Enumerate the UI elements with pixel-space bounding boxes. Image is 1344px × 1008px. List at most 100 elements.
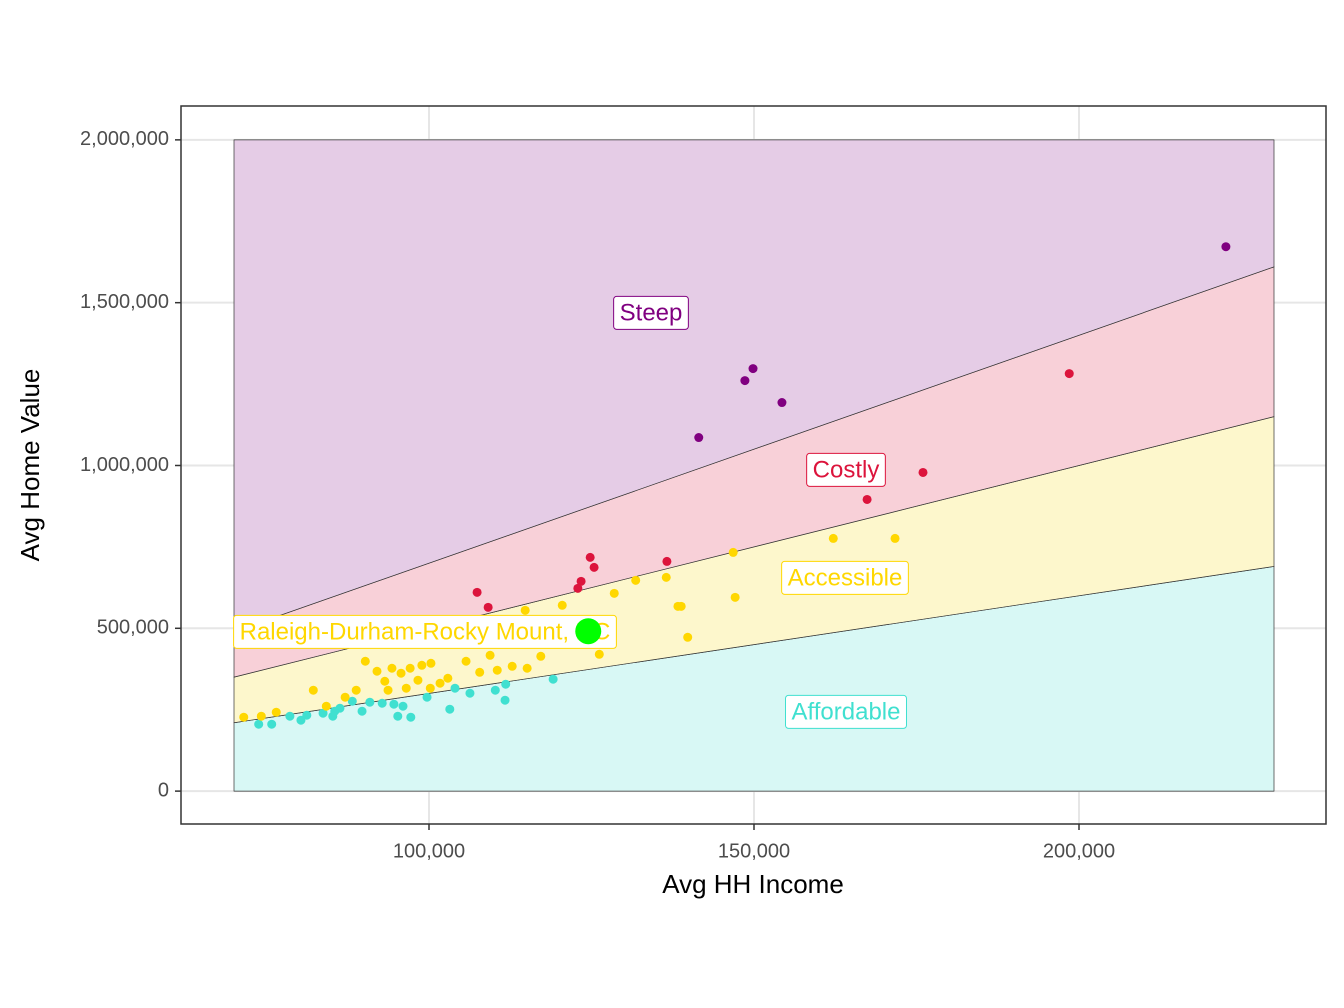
band-label-box: [781, 560, 909, 595]
point: [425, 683, 435, 693]
point: [507, 661, 517, 671]
point: [239, 712, 249, 722]
point: [777, 398, 787, 408]
point: [396, 668, 406, 678]
point: [828, 533, 838, 543]
point: [360, 656, 370, 666]
point: [548, 674, 558, 684]
point: [662, 556, 672, 566]
point: [522, 663, 532, 673]
y-tick-label: 1,000,000: [80, 454, 169, 476]
point: [330, 706, 340, 716]
point: [413, 675, 423, 685]
point: [271, 707, 281, 717]
point: [673, 601, 683, 611]
point: [398, 701, 408, 711]
bands: [233, 139, 1275, 792]
point: [661, 572, 671, 582]
y-tick-label: 500,000: [97, 617, 169, 639]
point: [401, 683, 411, 693]
point: [302, 710, 312, 720]
point: [1221, 242, 1231, 252]
band-label: Affordable: [792, 698, 901, 725]
band-label-box: [785, 694, 907, 729]
point: [445, 704, 455, 714]
point: [1064, 369, 1074, 379]
point: [609, 588, 619, 598]
point: [501, 679, 511, 689]
highlight-label: Raleigh-Durham-Rocky Mount, NC: [240, 618, 611, 645]
point: [520, 605, 530, 615]
point: [918, 467, 928, 477]
x-tick-label: 100,000: [393, 840, 465, 862]
x-tick-label: 150,000: [718, 840, 790, 862]
point: [365, 697, 375, 707]
point: [296, 715, 306, 725]
point: [461, 656, 471, 666]
point: [380, 676, 390, 686]
point: [450, 683, 460, 693]
x-axis-title: Avg HH Income: [662, 869, 844, 899]
point: [383, 685, 393, 695]
point: [728, 547, 738, 557]
point: [500, 695, 510, 705]
point: [406, 712, 416, 722]
point: [256, 711, 266, 721]
point: [483, 602, 493, 612]
point: [443, 673, 453, 683]
point: [589, 562, 599, 572]
band-label: Costly: [813, 456, 880, 483]
labels: Affordable Accessible Costly Steep Raleigh-D…: [233, 295, 909, 729]
point: [285, 711, 295, 721]
point: [422, 692, 432, 702]
point: [351, 685, 361, 695]
point: [377, 698, 387, 708]
point: [417, 660, 427, 670]
point: [740, 376, 750, 386]
band: [233, 139, 1275, 633]
point: [347, 696, 357, 706]
point: [862, 494, 872, 504]
point: [683, 632, 693, 642]
highlight-point: [575, 618, 602, 645]
point: [393, 711, 403, 721]
point: [318, 708, 328, 718]
point: [435, 678, 445, 688]
y-tick-label: 1,500,000: [80, 291, 169, 313]
point: [372, 666, 382, 676]
y-axis-title: Avg Home Value: [15, 369, 45, 562]
point: [694, 433, 704, 443]
point: [730, 592, 740, 602]
point: [573, 583, 583, 593]
point: [492, 665, 502, 675]
point: [465, 688, 475, 698]
band-label: Accessible: [788, 564, 903, 591]
point: [557, 600, 567, 610]
point: [475, 667, 485, 677]
axes: 100,000 150,000 200,000 0 500,000 1,000,000 1,…: [80, 128, 1115, 862]
point: [890, 533, 900, 543]
x-tick-label: 200,000: [1043, 840, 1115, 862]
point: [389, 699, 399, 709]
point: [308, 685, 318, 695]
point: [321, 701, 331, 711]
point: [631, 575, 641, 585]
band-label-box: [806, 452, 886, 487]
point: [387, 663, 397, 673]
highlight-label-box: [233, 614, 617, 649]
point: [254, 719, 264, 729]
point: [267, 719, 277, 729]
point: [357, 706, 367, 716]
band-label: Steep: [620, 299, 683, 326]
point: [426, 658, 436, 668]
y-tick-label: 0: [158, 779, 169, 801]
point: [485, 650, 495, 660]
point: [536, 651, 546, 661]
band-label-box: [613, 295, 689, 330]
point: [472, 587, 482, 597]
point: [748, 364, 758, 374]
point: [585, 552, 595, 562]
point: [576, 576, 586, 586]
point: [490, 685, 500, 695]
